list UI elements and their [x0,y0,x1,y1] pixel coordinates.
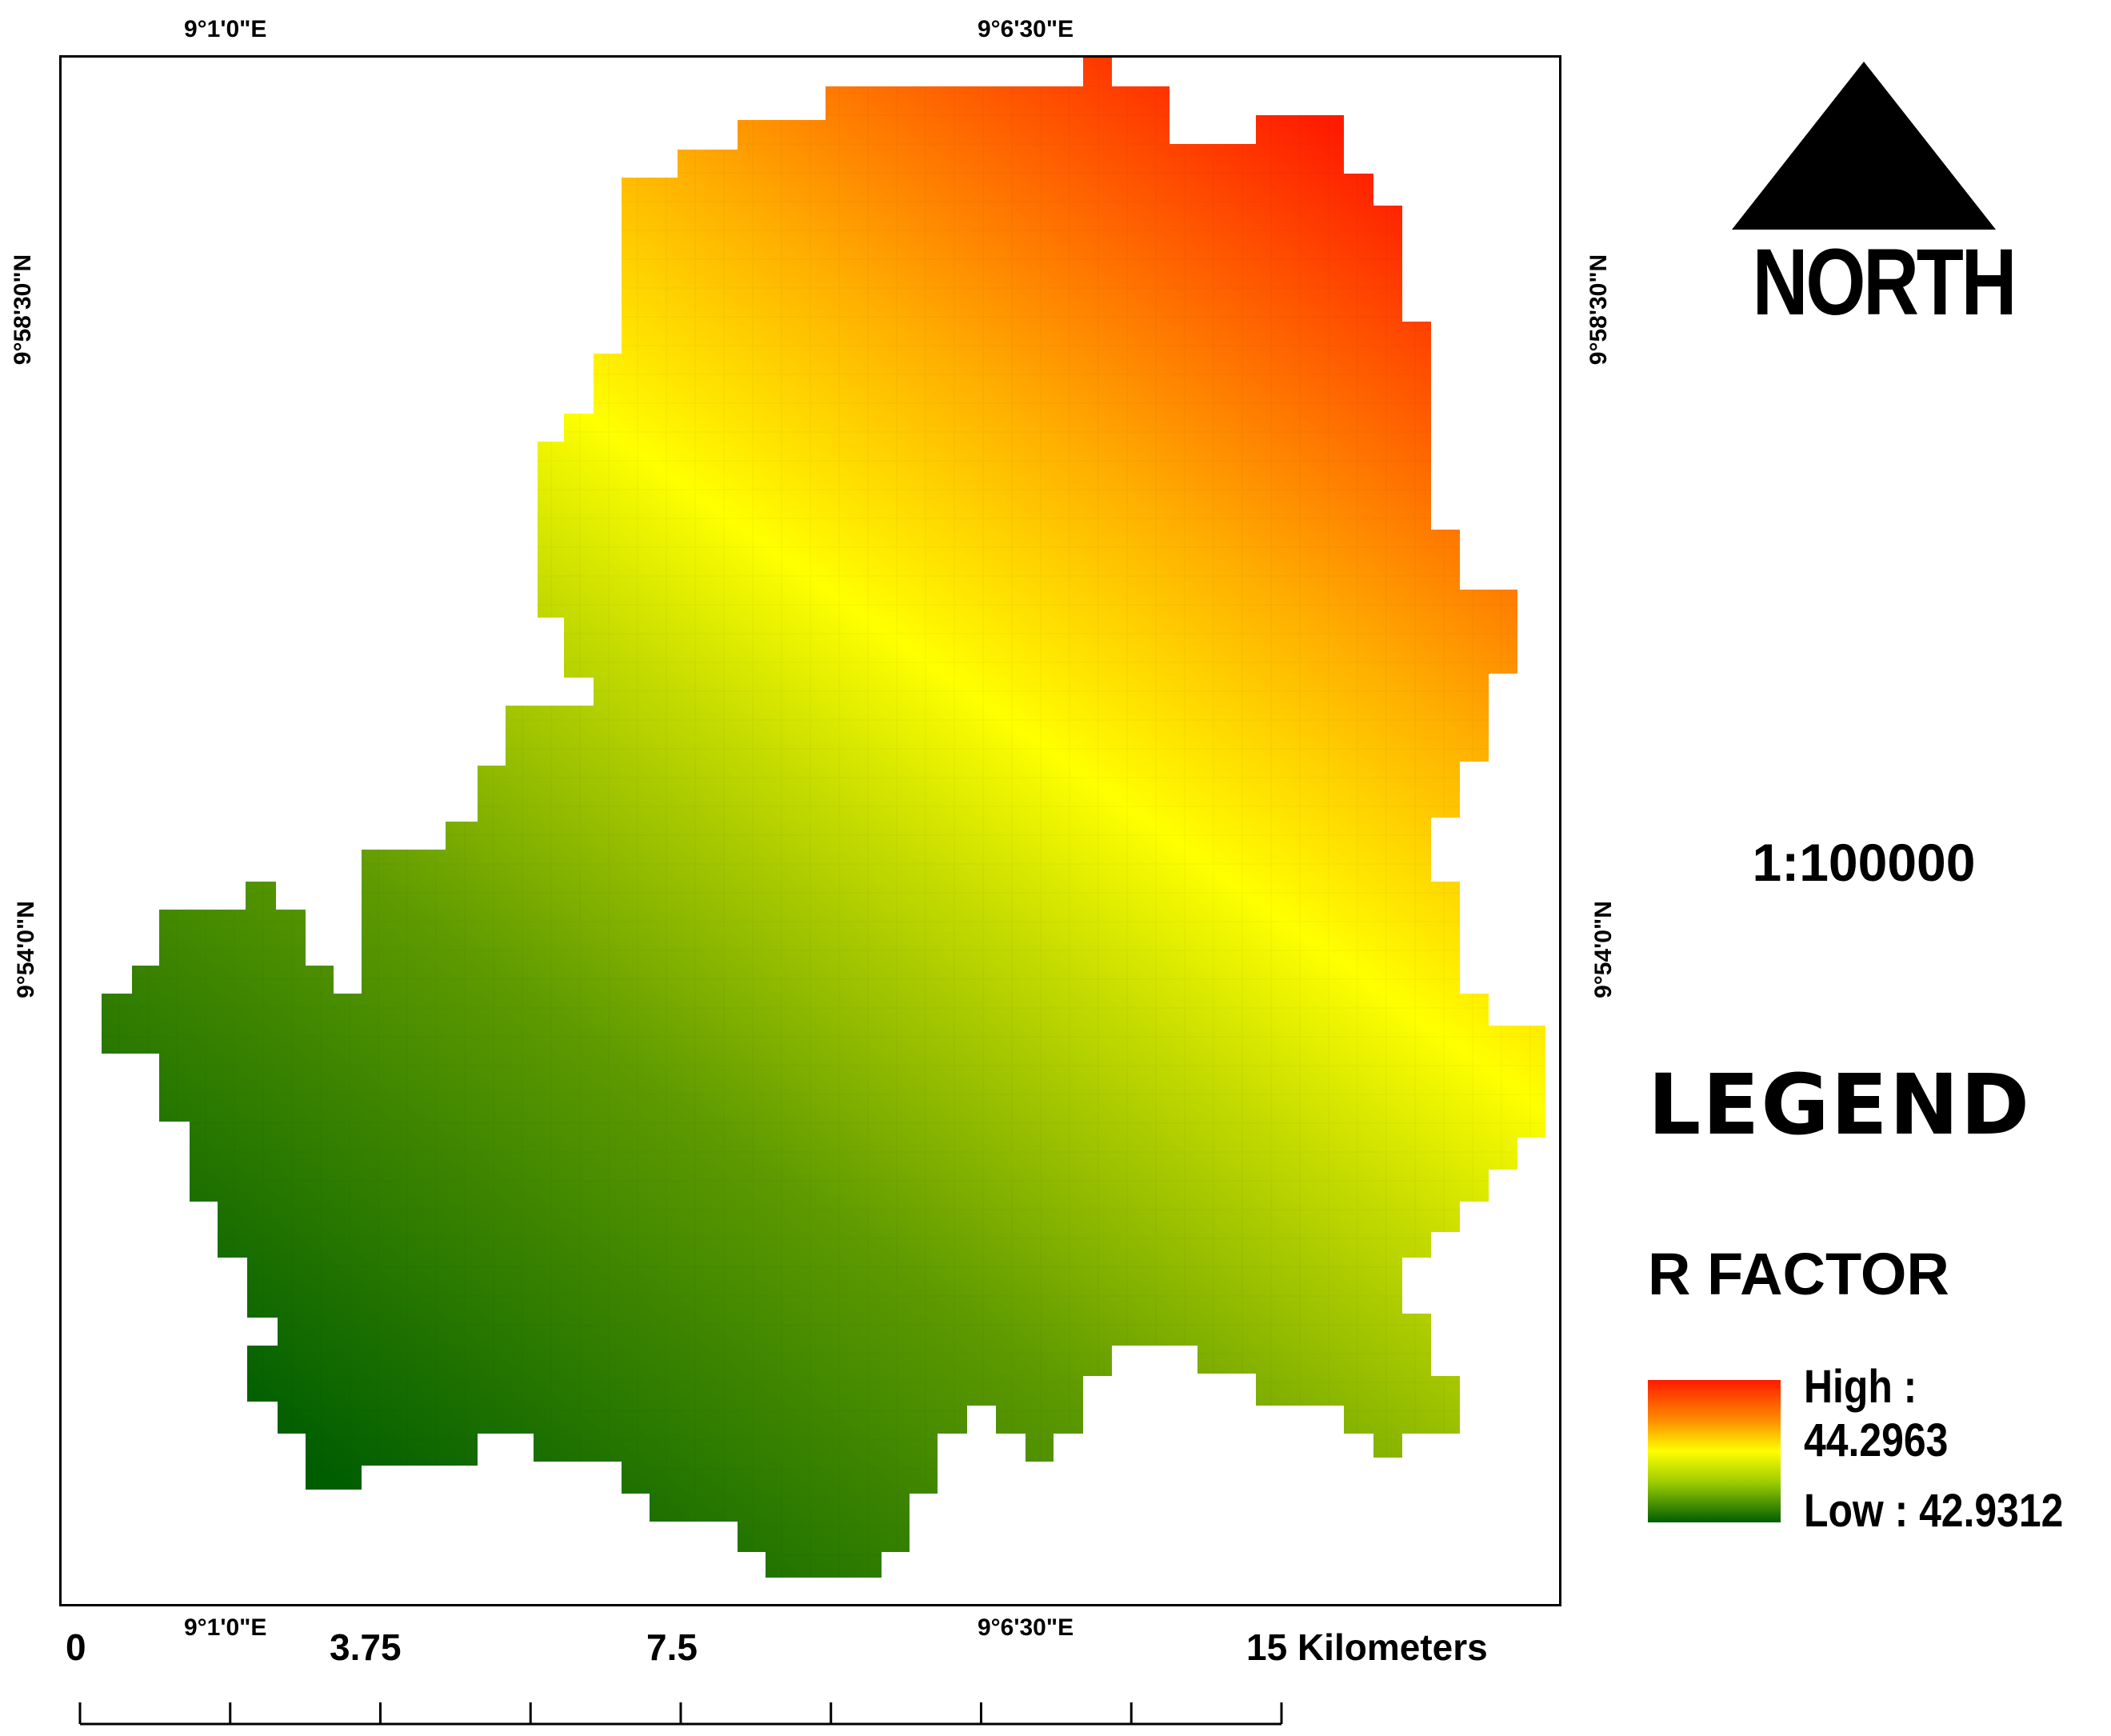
north-arrow [1728,58,2000,234]
scale-ratio: 1:100000 [1752,833,1976,892]
study-area-shape [102,58,1545,1578]
coord-bottom-left: 9°1'0"E [184,1614,267,1641]
coord-bottom-right: 9°6'30"E [978,1614,1074,1641]
legend-low-label: Low : 42.9312 [1804,1485,2064,1537]
coord-left-upper: 9°58'30"N [10,254,37,366]
legend-color-ramp [1648,1380,1781,1522]
coord-top-left: 9°1'0"E [184,16,267,42]
scale-bar-label-1: 3.75 [330,1626,402,1668]
legend-high-label: High : 44.2963 [1804,1361,1949,1466]
coord-left-lower: 9°54'0"N [12,901,39,998]
legend-title: LEGEND [1648,1056,2032,1154]
scale-bar-label-3: 15 Kilometers [1246,1626,1488,1668]
scale-bar-label-2: 7.5 [646,1626,698,1668]
north-arrow-icon [1732,62,1996,230]
coord-right-lower: 9°54'0"N [1589,901,1617,998]
r-factor-raster [102,58,1545,1578]
north-label: NORTH [1752,230,2017,335]
scale-bar [78,1702,1283,1726]
scale-bar-label-0: 0 [66,1626,86,1668]
coord-top-right: 9°6'30"E [978,16,1074,42]
map-frame [59,55,1561,1606]
legend-subtitle: R FACTOR [1648,1241,1949,1307]
coord-right-upper: 9°58'30"N [1585,254,1613,366]
